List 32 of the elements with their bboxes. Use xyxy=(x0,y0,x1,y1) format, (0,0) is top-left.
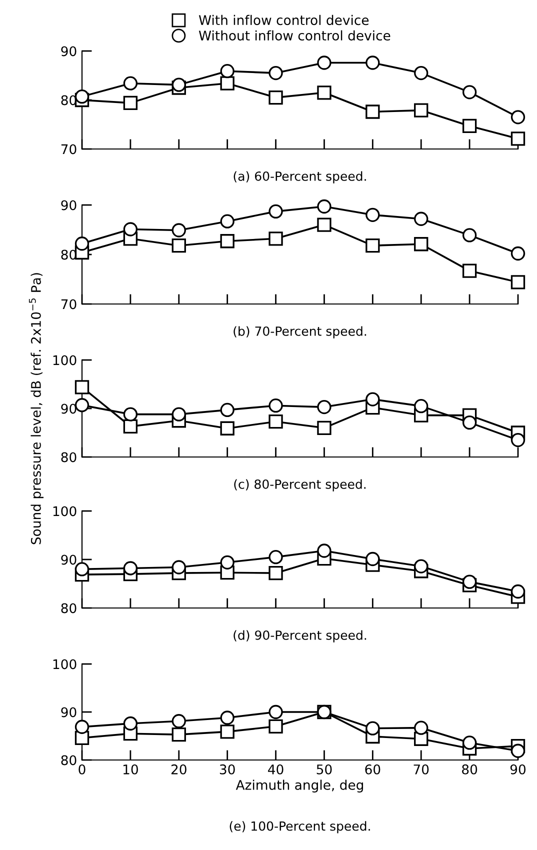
x-tick-label: 40 xyxy=(268,764,284,774)
y-tick-label: 100 xyxy=(53,355,76,366)
x-tick-label: 80 xyxy=(462,764,478,774)
x-tick-label: 50 xyxy=(316,764,332,774)
y-tick-label: 80 xyxy=(61,452,76,462)
legend-label: With inflow control device xyxy=(198,14,369,26)
y-tick-label: 80 xyxy=(61,603,76,614)
text: (a) 60-Percent speed. xyxy=(234,171,366,184)
y-tick-label: 70 xyxy=(61,299,76,310)
y-tick-label: 80 xyxy=(61,755,76,766)
x-tick-label: 60 xyxy=(365,764,380,774)
text: (e) 100-Percent speed. xyxy=(230,821,370,834)
text: (b) 70-Percent speed. xyxy=(234,326,366,338)
y-tick-label: 90 xyxy=(61,46,76,56)
y-tick-label: 90 xyxy=(61,707,76,718)
text: (c) 80-Percent speed. xyxy=(234,479,366,492)
y-tick-label: 90 xyxy=(61,200,76,210)
x-tick-label: 0 xyxy=(78,764,86,774)
x-tick-label: 10 xyxy=(124,764,138,774)
y-tick-label: 90 xyxy=(61,404,76,414)
y-tick-label: 100 xyxy=(53,659,76,670)
x-tick-label: 90 xyxy=(510,764,526,774)
x-tick-label: 70 xyxy=(414,764,429,774)
y-tick-label: 70 xyxy=(61,144,76,154)
x-tick-label: 20 xyxy=(171,764,186,774)
y-axis-title: Sound pressure level, dB (ref. 2x10$^{−5}$ Pa) xyxy=(28,273,44,544)
x-axis-title: Azimuth angle, deg xyxy=(236,780,364,792)
x-tick-label: 30 xyxy=(220,764,235,774)
y-tick-label: 100 xyxy=(53,506,76,516)
text: (d) 90-Percent speed. xyxy=(234,630,366,642)
y-tick-label: 90 xyxy=(61,554,76,565)
legend-label: Without inflow control device xyxy=(198,30,390,41)
